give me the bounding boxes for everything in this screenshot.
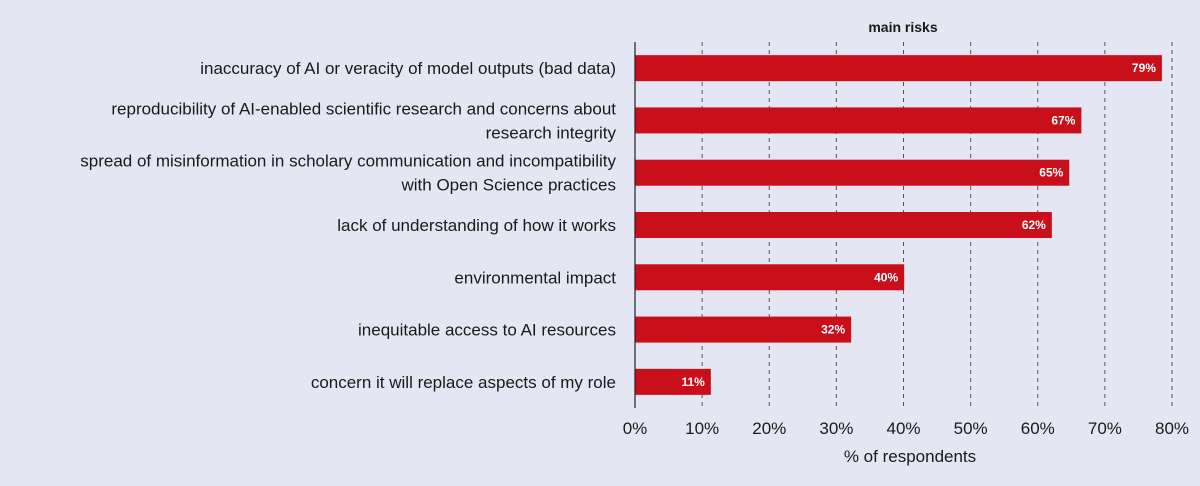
x-tick-label: 80% [1155,419,1189,438]
bar [635,316,852,343]
x-tick-label: 50% [954,419,988,438]
bars: 79% 67% 65% 62% 40% 32% 11% [635,55,1162,395]
category-labels: inaccuracy of AI or veracity of model ou… [80,59,616,392]
data-label: 32% [821,323,845,337]
category-label: with Open Science practices [401,176,617,195]
data-label: 79% [1132,61,1156,75]
chart-title: main risks [868,19,937,35]
bar [635,55,1162,82]
category-label: inequitable access to AI resources [358,321,616,340]
category-label: inaccuracy of AI or veracity of model ou… [200,59,616,78]
x-tick-label: 30% [819,419,853,438]
category-label: spread of misinformation in scholary com… [80,152,616,171]
category-label: concern it will replace aspects of my ro… [311,373,616,392]
data-label: 40% [874,270,898,284]
x-tick-label: 10% [685,419,719,438]
x-tick-label: 0% [623,419,648,438]
bar [635,212,1052,238]
category-label: research integrity [486,123,617,142]
x-tick-label: 60% [1021,419,1055,438]
category-label: environmental impact [454,268,616,287]
data-label: 62% [1022,218,1046,232]
data-label: 67% [1051,113,1075,127]
bar [635,159,1070,186]
bar [635,368,711,395]
category-label: reproducibility of AI-enabled scientific… [111,99,616,118]
bar [635,264,905,291]
bar [635,107,1082,134]
x-tick-label: 40% [886,419,920,438]
x-tick-label: 20% [752,419,786,438]
x-tick-label: 70% [1088,419,1122,438]
data-label: 65% [1039,166,1063,180]
category-label: lack of understanding of how it works [337,216,616,235]
x-tick-labels: 0% 10% 20% 30% 40% 50% 60% 70% 80% [623,419,1189,438]
x-axis-title: % of respondents [844,447,976,466]
gridlines [701,42,1173,408]
data-label: 11% [681,375,705,389]
